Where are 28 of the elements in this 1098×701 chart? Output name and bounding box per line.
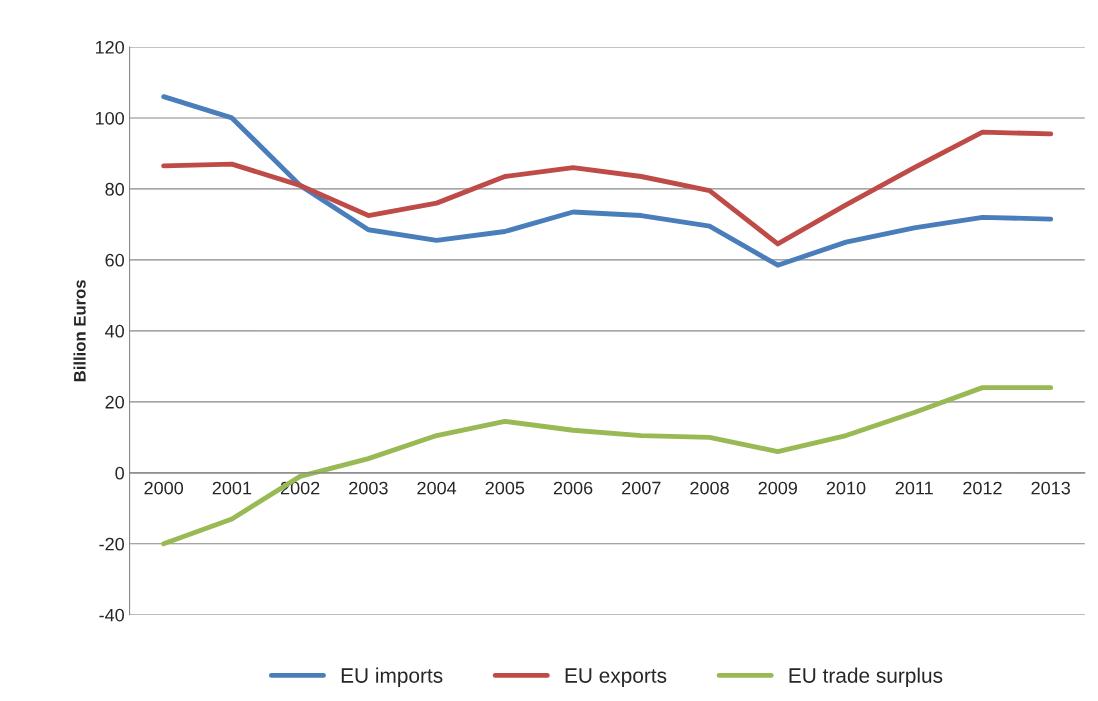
y-tick-label: 20 <box>105 395 124 409</box>
y-tick-label: 60 <box>105 253 124 267</box>
x-tick-label: 2008 <box>690 481 729 495</box>
y-tick-label: 100 <box>95 111 124 125</box>
y-tick-label: 0 <box>115 466 124 480</box>
x-tick-label: 2011 <box>895 481 933 495</box>
legend-label: EU exports <box>565 668 667 688</box>
x-tick-label: 2012 <box>963 481 1002 495</box>
x-tick-label: 2003 <box>349 481 388 495</box>
legend-label: EU trade surplus <box>789 667 943 688</box>
x-tick-label: 2006 <box>553 481 593 495</box>
x-tick-label: 2007 <box>622 481 661 495</box>
y-tick-label: 120 <box>95 40 124 54</box>
y-axis-title: Billion Euros <box>73 280 86 382</box>
y-tick-label: -40 <box>99 608 124 622</box>
x-tick-label: 2001 <box>212 481 252 495</box>
x-tick-label: 2009 <box>758 481 798 495</box>
line-series <box>161 129 1054 247</box>
x-tick-label: 2005 <box>485 481 525 495</box>
x-tick-label: 2004 <box>417 481 457 495</box>
line-series <box>161 94 1054 268</box>
x-tick-label: 2013 <box>1031 481 1070 495</box>
y-tick-label: 80 <box>105 182 124 196</box>
x-tick-label: 2000 <box>144 481 184 495</box>
y-tick-label: 40 <box>105 324 124 338</box>
y-tick-label: -20 <box>99 537 124 551</box>
legend-label: EU imports <box>341 667 443 688</box>
x-tick-label: 2010 <box>826 481 866 495</box>
